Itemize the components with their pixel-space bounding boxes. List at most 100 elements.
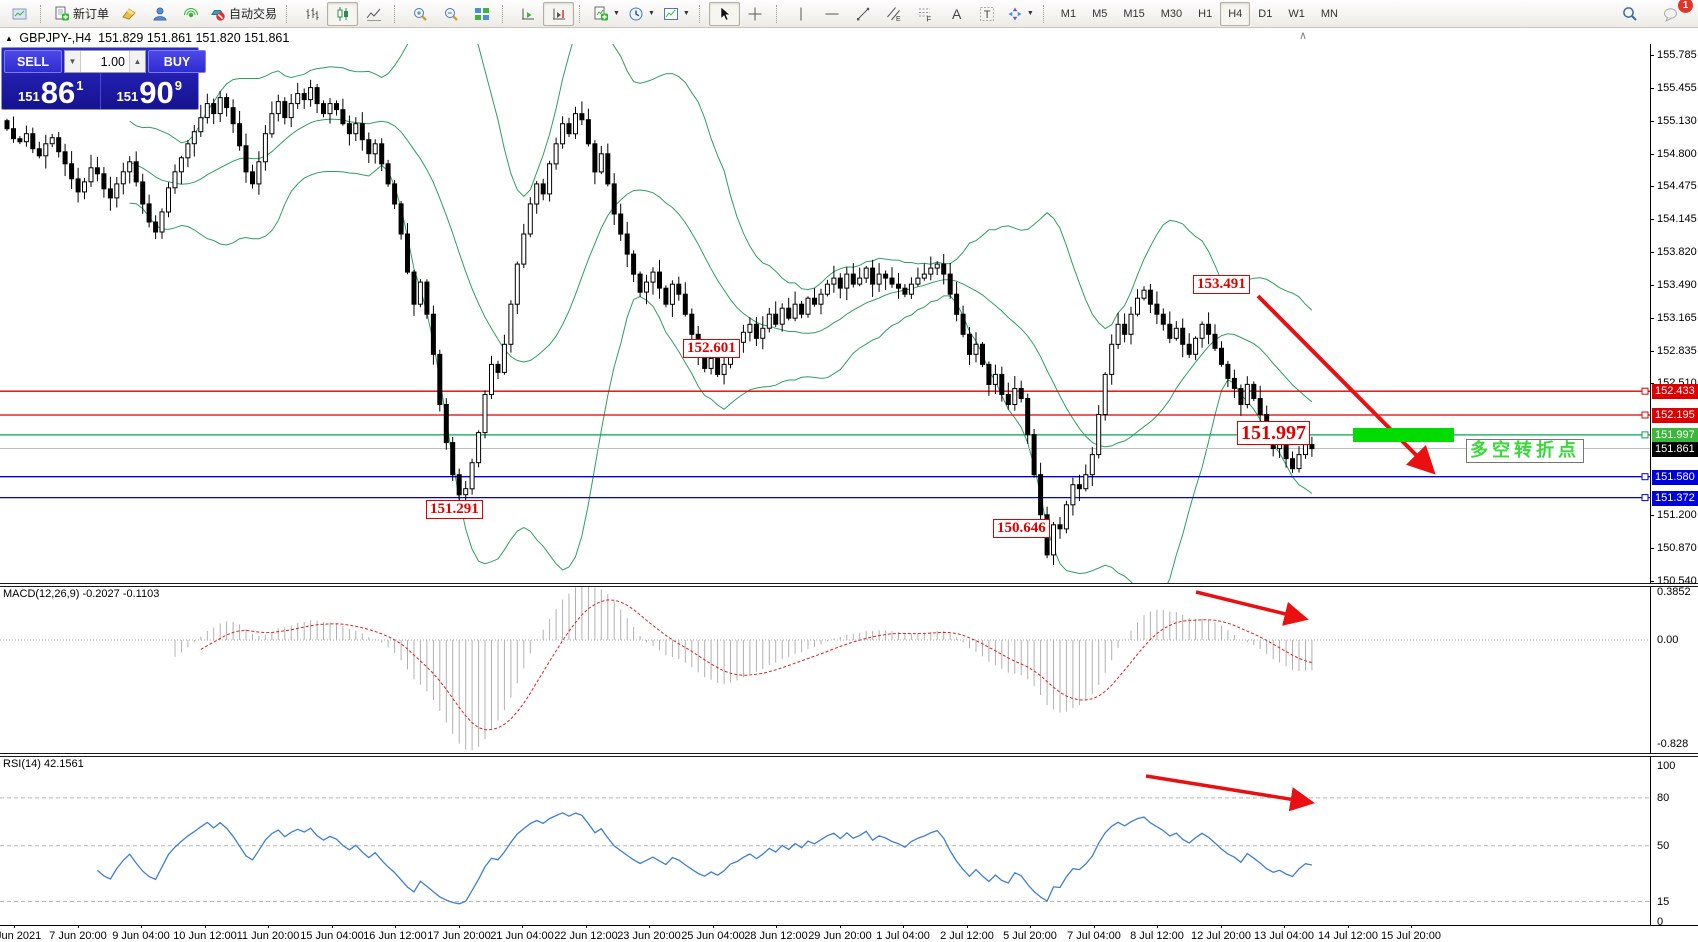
rsi-indicator-label: RSI(14) 42.1561 <box>3 758 84 770</box>
zoom-in-button[interactable] <box>404 2 435 26</box>
volume-input[interactable] <box>81 51 129 72</box>
timeframe-H1-button[interactable]: H1 <box>1198 7 1213 20</box>
time-tick: 22 Jun 12:00 <box>554 930 618 942</box>
profile-button[interactable] <box>144 2 175 26</box>
chat-icon <box>1663 6 1679 22</box>
cursor-button[interactable] <box>708 1 740 26</box>
hline-button[interactable] <box>817 2 848 26</box>
volume-increase-button[interactable]: ▲ <box>129 51 145 72</box>
highlight-zone[interactable] <box>1353 428 1454 442</box>
time-tick: 29 Jun 20:00 <box>808 930 872 942</box>
price-annotation[interactable]: 151.997 <box>1237 421 1310 446</box>
chart-shift-button[interactable] <box>543 1 575 26</box>
chevron-down-icon: ▼ <box>1026 10 1034 17</box>
time-tick: 9 Jun 04:00 <box>112 930 170 942</box>
auto-scroll-button[interactable] <box>512 2 543 26</box>
chat-button[interactable]: 1 <box>1655 0 1693 26</box>
price-axis-line[interactable] <box>1650 44 1651 925</box>
autotrade-label: 自动交易 <box>229 7 278 21</box>
sell-price-big: 86 <box>40 74 76 110</box>
timeframe-MN-button[interactable]: MN <box>1320 7 1338 20</box>
rsi-tick: 50 <box>1657 840 1670 852</box>
timeframe-W1-button[interactable]: W1 <box>1288 7 1305 20</box>
time-tick: 2 Jul 12:00 <box>940 930 994 942</box>
periods-button[interactable]: ▼ <box>624 2 659 26</box>
autotrade-button[interactable]: 自动交易 <box>206 2 281 26</box>
one-click-trade-panel: SELL ▼ ▲ BUY 151 86 1 151 90 9 <box>1 47 206 110</box>
timeframe-D1-button[interactable]: D1 <box>1258 7 1273 20</box>
label-button[interactable]: T <box>972 2 1003 26</box>
eraser-button[interactable] <box>113 2 144 26</box>
price-annotation[interactable]: 151.291 <box>426 500 483 519</box>
time-tick: 5 Jul 20:00 <box>1003 930 1057 942</box>
price-line-tag: 151.861 <box>1652 442 1698 457</box>
price-tick: 151.200 <box>1657 509 1697 521</box>
timeframe-M15-button[interactable]: M15 <box>1123 7 1145 20</box>
chevron-down-icon: ▼ <box>613 10 620 17</box>
toolbar-group-handle[interactable] <box>698 4 704 23</box>
auto-scroll-icon <box>520 6 536 22</box>
price-line-tag: 151.580 <box>1652 470 1698 485</box>
price-tick: 153.165 <box>1657 312 1697 324</box>
time-tick: 28 Jun 12:00 <box>744 930 808 942</box>
price-tick: 150.540 <box>1657 575 1697 587</box>
eraser-icon <box>121 6 137 22</box>
shapes-button[interactable]: ▼ <box>1003 2 1038 26</box>
sonar-button[interactable] <box>175 2 206 26</box>
toolbar-group-handle[interactable] <box>579 4 584 23</box>
rsi-tick: 15 <box>1657 896 1670 908</box>
volume-decrease-button[interactable]: ▼ <box>65 51 81 72</box>
fibonacci-button[interactable]: F <box>910 2 941 26</box>
rsi-pane-divider[interactable] <box>0 753 1698 757</box>
new-chart-button[interactable]: ▼ <box>589 2 624 26</box>
buy-price-prefix: 151 <box>116 89 139 104</box>
toolbar-group-handle[interactable] <box>775 4 781 23</box>
timeframe-M30-button[interactable]: M30 <box>1160 7 1183 20</box>
collapse-panel-icon[interactable]: ▲ <box>5 34 13 43</box>
new-order-button[interactable]: 新订单 <box>50 2 113 26</box>
text-button[interactable]: A <box>941 2 972 26</box>
timeframe-H4-button[interactable]: H4 <box>1220 1 1251 26</box>
scroll-up-icon[interactable]: ∧ <box>1299 30 1308 42</box>
buy-price[interactable]: 151 90 9 <box>101 73 199 109</box>
toolbar-group-handle[interactable] <box>286 4 291 23</box>
price-annotation[interactable]: 153.491 <box>1193 275 1250 294</box>
buy-button[interactable]: BUY <box>148 50 206 73</box>
bar-chart-button[interactable] <box>296 2 327 26</box>
toolbar-group-handle[interactable] <box>502 4 507 23</box>
templates-button[interactable]: ▼ <box>659 2 694 26</box>
tile-windows-button[interactable] <box>466 2 497 26</box>
timeframe-M1-button[interactable]: M1 <box>1060 7 1077 20</box>
trendline-button[interactable] <box>848 2 879 26</box>
note-annotation[interactable]: 多空转折点 <box>1466 439 1584 463</box>
new-order-label: 新订单 <box>73 7 110 21</box>
candle-chart-icon <box>335 6 351 22</box>
timeframe-M5-button[interactable]: M5 <box>1092 7 1108 20</box>
channel-button[interactable]: E <box>879 2 910 26</box>
crosshair-button[interactable] <box>740 2 771 26</box>
search-button[interactable] <box>1614 2 1645 26</box>
toolbar-group-handle[interactable] <box>40 4 45 23</box>
line-chart-button[interactable] <box>358 2 389 26</box>
zoom-out-button[interactable] <box>435 2 466 26</box>
toolbar-group-handle[interactable] <box>394 4 399 23</box>
rsi-tick: 80 <box>1657 792 1670 804</box>
toolbar-group-handle[interactable] <box>1042 4 1048 23</box>
price-annotation[interactable]: 152.601 <box>683 339 740 358</box>
macd-pane-divider[interactable] <box>0 583 1698 587</box>
macd-tick: 0.3852 <box>1657 586 1691 598</box>
time-tick: 3 Jun 2021 <box>0 930 42 942</box>
time-tick: 25 Jun 04:00 <box>681 930 745 942</box>
chart-shift-icon <box>551 6 567 22</box>
price-line-tag: 151.372 <box>1652 491 1698 506</box>
price-tick: 154.800 <box>1657 148 1697 160</box>
chart-file-button[interactable] <box>4 2 35 26</box>
vline-button[interactable] <box>786 2 817 26</box>
sell-button[interactable]: SELL <box>4 50 62 73</box>
sell-price[interactable]: 151 86 1 <box>2 73 101 109</box>
price-tick: 155.455 <box>1657 82 1697 94</box>
candle-chart-button[interactable] <box>327 1 359 26</box>
volume-control: ▼ ▲ <box>64 50 146 73</box>
time-tick: 16 Jun 12:00 <box>363 930 427 942</box>
price-annotation[interactable]: 150.646 <box>993 519 1050 538</box>
